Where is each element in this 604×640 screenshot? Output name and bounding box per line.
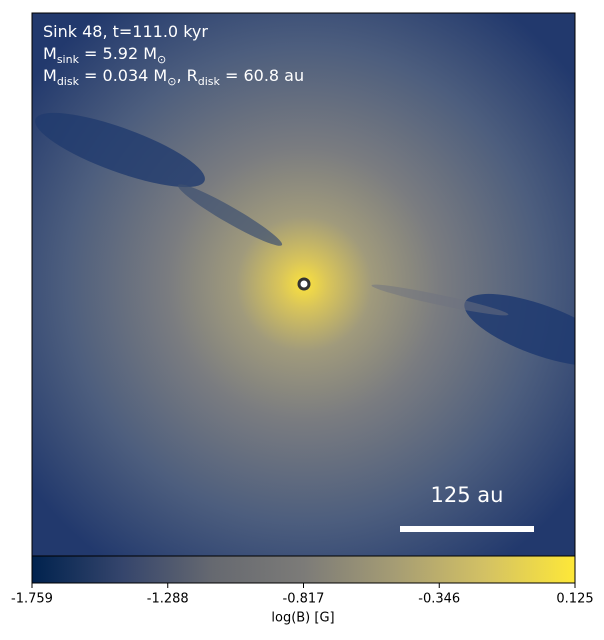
field-map — [32, 13, 575, 556]
colorbar-tick-label: -1.759 — [11, 592, 53, 607]
annotation-subscript: ⊙ — [167, 75, 176, 88]
scale-bar-label: 125 au — [431, 483, 504, 507]
annotation-text: = 60.8 au — [220, 66, 304, 85]
annotation: Mdisk = 0.034 M⊙, Rdisk = 60.8 au — [43, 66, 304, 88]
annotation: Msink = 5.92 M⊙ — [43, 44, 166, 66]
annotation-text: M — [43, 44, 57, 63]
colorbar-tick-label: 0.125 — [556, 592, 593, 607]
annotation-subscript: disk — [198, 75, 221, 88]
annotation-subscript: ⊙ — [157, 53, 166, 66]
annotation-text: M — [43, 66, 57, 85]
annotation-text: Sink 48, t=111.0 kyr — [43, 22, 208, 41]
colorbar-tick-label: -0.817 — [283, 592, 325, 607]
colorbar-ticks: -1.759 -1.288 -0.817 -0.346 0.125 — [11, 583, 594, 607]
colorbar — [31, 555, 576, 584]
annotation-text: = 0.034 M — [79, 66, 167, 85]
scale-bar — [400, 526, 534, 532]
colorbar-tick-label: -0.346 — [418, 592, 460, 607]
sink-marker — [297, 277, 311, 291]
annotation-text: , R — [176, 66, 197, 85]
colorbar-label: log(B) [G] — [271, 611, 334, 626]
annotation-subscript: sink — [57, 53, 80, 66]
annotation-text: = 5.92 M — [79, 44, 157, 63]
colorbar-tick-label: -1.288 — [147, 592, 189, 607]
annotation: Sink 48, t=111.0 kyr — [43, 22, 208, 41]
annotation-subscript: disk — [57, 75, 80, 88]
